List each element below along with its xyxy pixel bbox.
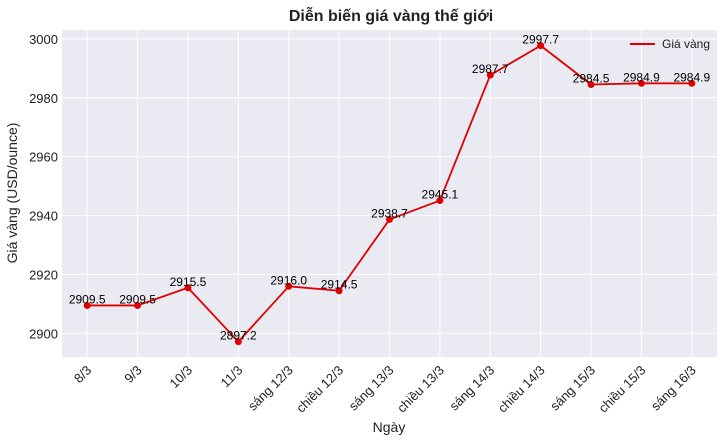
y-axis-label: Giá vàng (USD/ounce) bbox=[4, 123, 20, 264]
y-tick-label: 2980 bbox=[29, 91, 58, 106]
data-labels-layer: 2909.5 2909.5 2915.5 2897.2 2916.0 2914.5 2938… bbox=[69, 33, 711, 343]
data-label: 2916.0 bbox=[270, 273, 307, 287]
data-label: 2984.5 bbox=[573, 72, 610, 86]
x-tick-label: sáng 15/3 bbox=[547, 363, 598, 414]
x-tick-label: 10/3 bbox=[167, 363, 196, 392]
x-tick-label: chiều 12/3 bbox=[293, 363, 346, 416]
data-point bbox=[184, 284, 192, 292]
data-label: 2897.2 bbox=[220, 329, 257, 343]
x-tick-label: chiều 13/3 bbox=[394, 363, 447, 416]
x-tick-label: sáng 16/3 bbox=[648, 363, 699, 414]
y-axis: 2900 2920 2940 2960 2980 3000 bbox=[29, 32, 58, 342]
data-point bbox=[537, 42, 545, 50]
x-tick-label: 11/3 bbox=[218, 363, 246, 391]
data-label: 2914.5 bbox=[321, 278, 358, 292]
x-axis-label: Ngày bbox=[373, 419, 406, 435]
data-point bbox=[486, 71, 494, 79]
data-point bbox=[688, 79, 696, 87]
data-point bbox=[83, 301, 91, 309]
x-tick-label: sáng 12/3 bbox=[245, 363, 296, 414]
legend-label: Giá vàng bbox=[662, 37, 710, 51]
x-tick-label: 8/3 bbox=[71, 363, 94, 386]
data-label: 2945.1 bbox=[422, 188, 459, 202]
data-point bbox=[335, 287, 343, 295]
data-point bbox=[285, 282, 293, 290]
x-tick-label: sáng 13/3 bbox=[346, 363, 397, 414]
grid bbox=[62, 30, 717, 357]
x-tick-label: chiều 14/3 bbox=[495, 363, 548, 416]
data-point bbox=[234, 338, 242, 346]
x-tick-label: sáng 14/3 bbox=[446, 363, 497, 414]
data-point bbox=[436, 197, 444, 205]
data-label: 2938.7 bbox=[371, 206, 408, 220]
data-label: 2997.7 bbox=[522, 33, 559, 47]
data-point bbox=[134, 301, 142, 309]
y-tick-label: 2940 bbox=[29, 209, 58, 224]
chart-title: Diễn biến giá vàng thế giới bbox=[289, 6, 493, 25]
data-label: 2987.7 bbox=[472, 62, 509, 76]
series-points-layer bbox=[83, 42, 696, 346]
data-label: 2984.9 bbox=[673, 70, 710, 84]
y-tick-label: 2900 bbox=[29, 326, 58, 341]
y-tick-label: 3000 bbox=[29, 32, 58, 47]
data-point bbox=[587, 81, 595, 88]
data-label: 2909.5 bbox=[69, 292, 106, 306]
x-tick-label: chiều 15/3 bbox=[596, 363, 649, 416]
data-label: 2909.5 bbox=[119, 292, 156, 306]
data-label: 2915.5 bbox=[170, 275, 207, 289]
data-point bbox=[386, 215, 393, 223]
data-label: 2984.9 bbox=[623, 70, 660, 84]
y-tick-label: 2920 bbox=[29, 268, 58, 283]
x-tick-label: 9/3 bbox=[121, 363, 144, 386]
legend: Giá vàng bbox=[630, 37, 710, 51]
y-tick-label: 2960 bbox=[29, 150, 58, 165]
data-point bbox=[637, 79, 645, 87]
